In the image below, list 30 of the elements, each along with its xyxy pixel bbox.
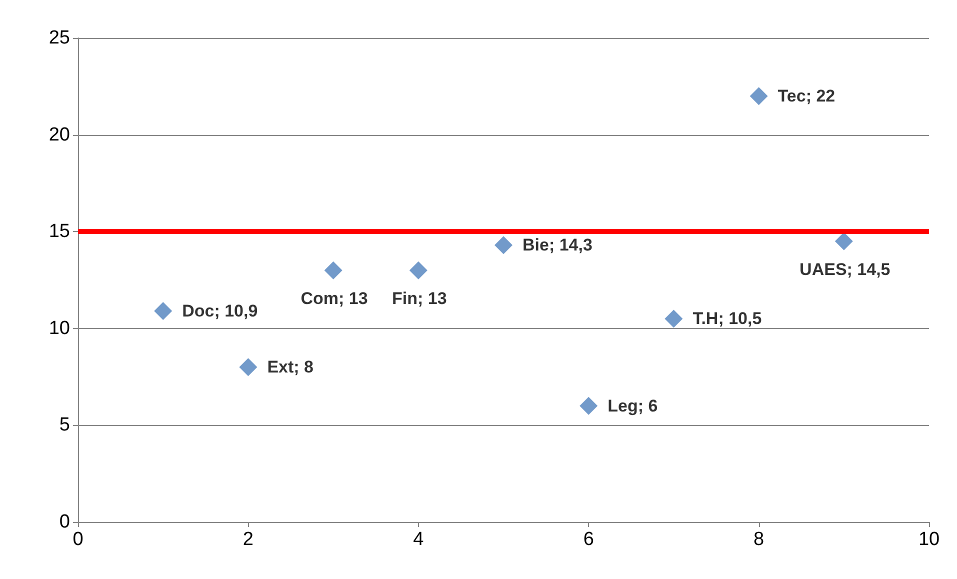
point: [750, 87, 768, 106]
x-tick-label: 0: [72, 529, 84, 550]
point: [664, 310, 683, 328]
data-label: Leg; 6: [608, 396, 658, 416]
data-label: Com; 13: [300, 288, 368, 308]
y-tick-label: 15: [48, 221, 70, 242]
point: [494, 236, 512, 254]
data-label: T.H; 10,5: [692, 309, 762, 328]
y-tick-label: 0: [59, 512, 70, 532]
point: [324, 261, 342, 280]
point: [580, 396, 598, 415]
x-tick-label: 8: [754, 529, 764, 550]
x-tick-label: 6: [583, 529, 594, 550]
y-tick-label: 5: [59, 414, 70, 436]
data-label: Tec; 22: [778, 86, 836, 106]
point: [239, 358, 258, 376]
data-label: Doc; 10,9: [182, 301, 258, 320]
data-label: UAES; 14,5: [800, 260, 890, 279]
data-label: Fin; 13: [392, 288, 447, 308]
x-tick-label: 2: [242, 529, 254, 550]
y-tick-label: 20: [48, 124, 70, 146]
data-label: Bie; 14,3: [522, 236, 592, 255]
point: [834, 232, 853, 250]
y-tick-label: 10: [48, 318, 70, 339]
point: [409, 261, 428, 280]
data-label: Ext; 8: [267, 358, 314, 377]
x-tick-label: 10: [918, 529, 940, 550]
x-tick-label: 4: [413, 529, 424, 550]
point: [154, 302, 172, 320]
y-tick-label: 25: [48, 28, 70, 48]
